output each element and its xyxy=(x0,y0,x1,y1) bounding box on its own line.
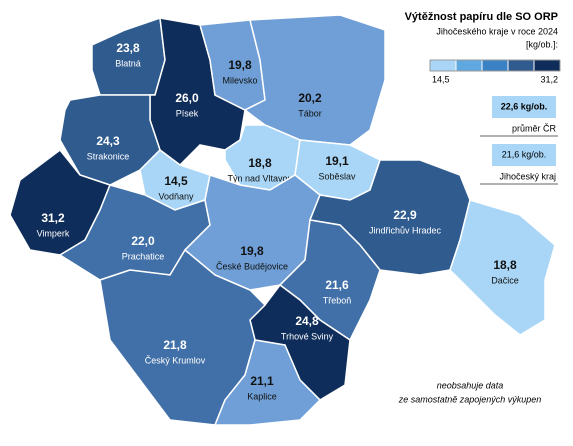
note: ze samostatně zapojených výkupen xyxy=(398,394,542,404)
region-value: 24,8 xyxy=(295,314,319,328)
region-name: Kaplice xyxy=(247,391,277,401)
region-value: 21,6 xyxy=(325,278,349,292)
region-name: Vimperk xyxy=(37,228,70,238)
region-name: Třeboň xyxy=(323,295,352,305)
legend-max: 31,2 xyxy=(540,74,558,84)
reference-label: Jihočeský kraj xyxy=(499,171,556,181)
legend-swatch xyxy=(507,59,535,72)
note: neobsahuje data xyxy=(437,380,504,390)
legend-swatch xyxy=(533,59,561,72)
region-value: 21,8 xyxy=(163,338,187,352)
region-value: 19,8 xyxy=(228,58,252,72)
region-name: Trhové Sviny xyxy=(281,331,334,341)
reference-box xyxy=(492,96,556,118)
region-name: Soběslav xyxy=(318,171,356,181)
region-name: Jindřichův Hradec xyxy=(369,225,442,235)
legend-swatch xyxy=(455,59,483,72)
region-name: České Budějovice xyxy=(216,261,288,271)
legend: 14,5 31,2 22,6 kg/ob. průměr ČR 21,6 kg/ob. J… xyxy=(429,59,561,185)
regions: 23,8 Blatná 26,0 Písek 19,8 Milevsko 20,2 Tábor… xyxy=(9,14,556,426)
legend-swatch xyxy=(481,59,509,72)
region-value: 22,0 xyxy=(131,234,155,248)
reference-value: 22,6 kg/ob. xyxy=(501,101,548,111)
region-value: 21,1 xyxy=(250,374,274,388)
map-title: Výtěžnost papíru dle SO ORP xyxy=(405,11,558,23)
reference-value: 21,6 kg/ob. xyxy=(502,149,547,159)
region-value: 26,0 xyxy=(175,91,199,105)
region-name: Tábor xyxy=(298,108,322,118)
region-value: 19,8 xyxy=(240,244,264,258)
subtitle: Jihočeského kraje v roce 2024 xyxy=(436,26,558,36)
region-value: 19,1 xyxy=(325,154,349,168)
region-value: 31,2 xyxy=(41,211,65,225)
region-value: 20,2 xyxy=(298,91,322,105)
unit: [kg/ob.]: xyxy=(526,39,558,49)
region-name: Strakonice xyxy=(87,151,130,161)
region-name: Český Krumlov xyxy=(145,355,206,365)
region-name: Blatná xyxy=(115,58,141,68)
reference-label: průměr ČR xyxy=(512,123,557,133)
region xyxy=(91,16,166,96)
region-name: Týn nad Vltavou xyxy=(227,173,292,183)
region-name: Dačice xyxy=(491,275,519,285)
region xyxy=(213,339,322,426)
legend-min: 14,5 xyxy=(432,74,450,84)
region-value: 14,5 xyxy=(164,174,188,188)
region-value: 24,3 xyxy=(96,134,120,148)
region xyxy=(99,248,267,426)
region-value: 22,9 xyxy=(393,208,417,222)
legend-swatch xyxy=(429,59,457,72)
reference-box xyxy=(492,144,556,166)
region-value: 23,8 xyxy=(116,41,140,55)
region-name: Vodňany xyxy=(158,191,194,201)
region xyxy=(449,199,556,336)
region-name: Milevsko xyxy=(222,75,257,85)
region-name: Prachatice xyxy=(122,251,165,261)
legend-frame xyxy=(429,59,561,72)
region-value: 18,8 xyxy=(248,156,272,170)
region-value: 18,8 xyxy=(493,258,517,272)
region-name: Písek xyxy=(176,108,199,118)
